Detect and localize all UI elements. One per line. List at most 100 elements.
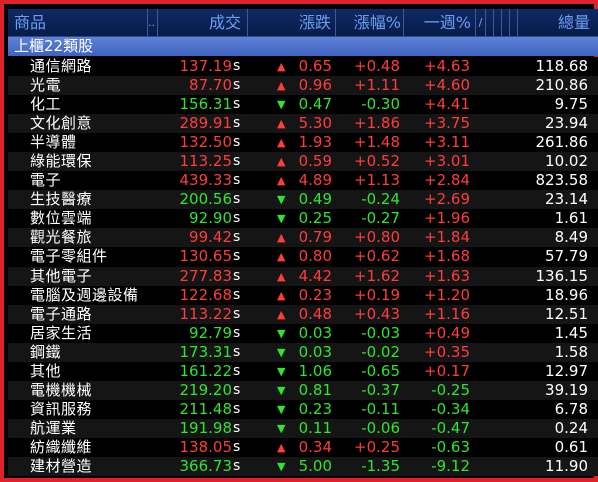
up-triangle-icon: ▲: [277, 440, 286, 454]
column-header-bar: 商品 .. 成交 漲跌 漲幅% 一週% / 總量: [8, 9, 598, 37]
last-price: 130.65: [179, 247, 233, 266]
price-flag: s: [233, 381, 241, 398]
price-change: 4.42: [298, 266, 332, 285]
sector-name: 其他電子: [30, 266, 93, 285]
table-row[interactable]: 半導體 132.50 s ▲ 1.93 +1.48 +3.11 261.86: [8, 133, 598, 153]
col-header-product[interactable]: 商品: [8, 9, 148, 36]
table-row[interactable]: 建材營造 366.73 s ▼ 5.00 -1.35 -9.12 11.90: [8, 456, 598, 477]
price-change: 5.00: [298, 456, 332, 475]
total-volume: 23.94: [545, 114, 588, 133]
table-row[interactable]: 觀光餐旅 99.42 s ▲ 0.79 +0.80 +1.84 8.49: [8, 228, 598, 248]
change-percent: +1.13: [354, 171, 400, 190]
price-flag: s: [233, 210, 241, 227]
col-header-volume[interactable]: 總量: [557, 13, 590, 32]
sector-name: 半導體: [30, 133, 77, 152]
sector-name: 其他: [30, 361, 62, 380]
price-change: 0.80: [298, 247, 332, 266]
table-row[interactable]: 電腦及週邊設備 122.68 s ▲ 0.23 +0.19 +1.20 18.96: [8, 285, 598, 305]
table-row[interactable]: 其他電子 277.83 s ▲ 4.42 +1.62 +1.63 136.15: [8, 266, 598, 286]
up-triangle-icon: ▲: [277, 231, 286, 245]
change-percent: -0.03: [361, 323, 400, 342]
table-row[interactable]: 電子 439.33 s ▲ 4.89 +1.13 +2.84 823.58: [8, 171, 598, 191]
price-flag: s: [233, 134, 241, 151]
sector-name: 電子: [30, 171, 62, 190]
change-percent: -0.11: [361, 399, 400, 418]
col-header-narrow-3[interactable]: [502, 9, 510, 36]
change-percent: -0.65: [361, 361, 400, 380]
table-row[interactable]: 生技醫療 200.56 s ▼ 0.49 -0.24 +2.69 23.14: [8, 190, 598, 210]
sector-name: 文化創意: [30, 114, 93, 133]
price-change: 0.11: [298, 418, 332, 437]
total-volume: 11.90: [545, 456, 588, 475]
last-price: 211.48: [179, 399, 233, 418]
table-row[interactable]: 航運業 191.98 s ▼ 0.11 -0.06 -0.47 0.24: [8, 418, 598, 438]
table-row[interactable]: 鋼鐵 173.31 s ▼ 0.03 -0.02 +0.35 1.58: [8, 342, 598, 362]
col-header-price[interactable]: 成交: [158, 9, 248, 36]
change-percent: +0.52: [354, 152, 400, 171]
price-flag: s: [233, 172, 241, 189]
up-triangle-icon: ▲: [277, 307, 286, 321]
total-volume: 261.86: [535, 133, 589, 152]
table-row[interactable]: 通信網路 137.19 s ▲ 0.65 +0.48 +4.63 118.68: [8, 57, 598, 77]
table-row[interactable]: 居家生活 92.79 s ▼ 0.03 -0.03 +0.49 1.45: [8, 323, 598, 343]
table-row[interactable]: 化工 156.31 s ▼ 0.47 -0.30 +4.41 9.75: [8, 95, 598, 115]
week-percent: +1.16: [424, 304, 470, 323]
table-row[interactable]: 數位雲端 92.90 s ▼ 0.25 -0.27 +1.96 1.61: [8, 209, 598, 229]
week-percent: -0.63: [431, 437, 470, 456]
last-price: 173.31: [179, 342, 233, 361]
week-percent: -0.34: [431, 399, 470, 418]
price-change: 0.34: [298, 437, 332, 456]
down-triangle-icon: ▼: [277, 459, 286, 473]
up-triangle-icon: ▲: [277, 174, 286, 188]
up-triangle-icon: ▲: [277, 155, 286, 169]
last-price: 137.19: [179, 57, 233, 75]
price-flag: s: [233, 286, 241, 303]
col-header-narrow-4[interactable]: [510, 9, 518, 36]
up-triangle-icon: ▲: [277, 117, 286, 131]
week-percent: +1.96: [424, 209, 470, 228]
sector-name: 資訊服務: [30, 399, 93, 418]
sector-name: 電子零組件: [30, 247, 108, 266]
last-price: 122.68: [179, 285, 233, 304]
week-percent: +3.75: [424, 114, 470, 133]
price-flag: s: [233, 58, 241, 74]
change-percent: +0.19: [354, 285, 400, 304]
price-change: 0.96: [298, 76, 332, 95]
price-change: 0.23: [298, 399, 332, 418]
col-header-pct[interactable]: 漲幅%: [336, 9, 404, 36]
change-percent: +1.11: [354, 76, 400, 95]
change-percent: +1.86: [354, 114, 400, 133]
last-price: 87.70: [189, 76, 232, 95]
table-row[interactable]: 光電 87.70 s ▲ 0.96 +1.11 +4.60 210.86: [8, 76, 598, 96]
last-price: 156.31: [179, 95, 233, 114]
change-percent: +0.25: [354, 437, 400, 456]
week-percent: +1.63: [424, 266, 470, 285]
sector-name: 電子通路: [30, 304, 93, 323]
price-flag: s: [233, 77, 241, 94]
col-header-week[interactable]: 一週%: [404, 9, 476, 36]
price-change: 0.59: [298, 152, 332, 171]
col-header-slash[interactable]: /: [476, 9, 486, 36]
table-row[interactable]: 電機機械 219.20 s ▼ 0.81 -0.37 -0.25 39.19: [8, 380, 598, 400]
col-header-narrow-2[interactable]: [494, 9, 502, 36]
table-row[interactable]: 綠能環保 113.25 s ▲ 0.59 +0.52 +3.01 10.02: [8, 152, 598, 172]
table-row[interactable]: 電子零組件 130.65 s ▲ 0.80 +0.62 +1.68 57.79: [8, 247, 598, 267]
table-row[interactable]: 文化創意 289.91 s ▲ 5.30 +1.86 +3.75 23.94: [8, 114, 598, 134]
table-row[interactable]: 電子通路 113.22 s ▲ 0.48 +0.43 +1.16 12.51: [8, 304, 598, 324]
table-row[interactable]: 資訊服務 211.48 s ▼ 0.23 -0.11 -0.34 6.78: [8, 399, 598, 419]
quote-table: 通信網路 137.19 s ▲ 0.65 +0.48 +4.63 118.68 光電 87.70 s…: [8, 57, 598, 477]
change-percent: +1.48: [354, 133, 400, 152]
col-header-change[interactable]: 漲跌: [248, 9, 336, 36]
table-row[interactable]: 其他 161.22 s ▼ 1.06 -0.65 +0.17 12.97: [8, 361, 598, 381]
down-triangle-icon: ▼: [277, 421, 286, 435]
table-row[interactable]: 紡織纖維 138.05 s ▲ 0.34 +0.25 -0.63 0.61: [8, 437, 598, 457]
last-price: 92.90: [189, 209, 232, 228]
total-volume: 39.19: [545, 380, 588, 399]
down-triangle-icon: ▼: [277, 383, 286, 397]
sector-name: 通信網路: [30, 57, 93, 75]
price-change: 0.65: [298, 57, 332, 75]
col-header-dots[interactable]: ..: [148, 9, 158, 36]
col-header-narrow-1[interactable]: [486, 9, 494, 36]
price-change: 1.93: [298, 133, 332, 152]
down-triangle-icon: ▼: [277, 98, 286, 112]
